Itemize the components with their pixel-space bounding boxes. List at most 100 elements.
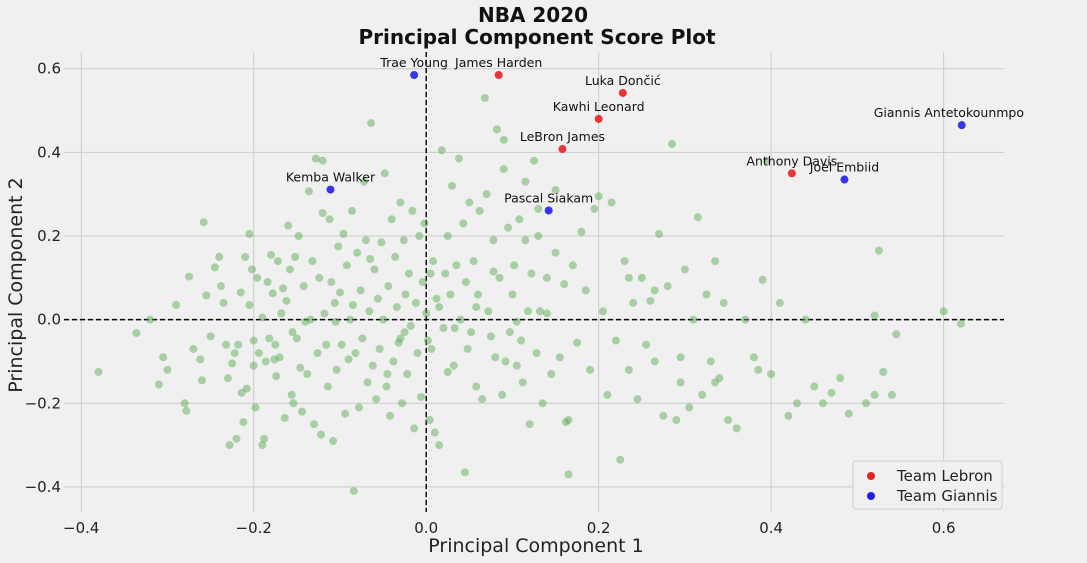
player-point [261,357,270,366]
highlighted-player-point [957,121,966,130]
player-point [223,374,232,383]
point-labels: James Harden Luka Dončić Kawhi Leonard LeBr… [286,55,1024,205]
player-point [426,269,435,278]
player-point [185,272,194,281]
player-point [818,399,827,408]
player-point [505,328,514,337]
player-point [676,378,685,387]
player-point [489,236,498,245]
player-point [517,336,526,345]
player-point [439,324,448,332]
player-point [189,344,198,353]
player-point [245,301,254,309]
player-point [423,336,432,345]
y-tick-label: −0.2 [25,394,61,412]
player-point [498,390,507,399]
player-point [521,177,530,186]
x-tick-label: 0.6 [932,519,956,537]
highlighted-player-point [787,169,796,178]
player-point [387,215,396,224]
player-point [219,298,228,307]
player-point [273,257,282,266]
player-point [277,309,286,318]
player-point [368,361,377,370]
player-point [437,146,446,155]
player-point [163,365,172,374]
player-point [330,298,339,307]
player-point [356,286,365,295]
player-point [288,328,297,337]
player-point [230,349,239,358]
highlighted-player-point [840,175,849,184]
player-point [706,357,715,366]
player-point [365,307,374,316]
player-point [629,298,638,307]
player-point [547,370,556,378]
player-point [568,261,577,270]
highlighted-player-point [594,114,603,123]
player-point [430,428,439,437]
player-point [465,198,474,207]
player-point [590,204,599,213]
y-tick-label: 0.6 [37,60,61,78]
highlighted-player-point [326,185,335,194]
y-tick-label: 0.0 [37,311,61,329]
player-point [344,355,353,364]
player-point [577,227,586,236]
player-point [685,403,694,412]
player-point [472,303,481,312]
x-tick-label: 0.4 [759,519,783,537]
player-point [435,441,444,450]
player-point [480,94,489,102]
player-point [741,315,750,324]
player-point [385,411,394,420]
player-point [711,257,720,266]
player-point [499,135,508,144]
player-point [392,303,401,312]
player-point [459,219,468,228]
player-point [724,416,733,424]
player-point [372,395,381,404]
player-point [484,307,493,316]
player-point [348,206,357,215]
player-point [245,229,254,238]
player-point [449,361,458,370]
player-point [396,334,405,343]
player-point [287,390,296,399]
player-point [375,344,384,353]
player-point [299,282,308,291]
player-point [473,290,482,299]
player-point [242,384,251,393]
player-point [456,315,465,324]
player-point [280,413,289,422]
player-point [266,250,275,259]
player-point [534,204,543,213]
player-point [380,169,389,178]
player-point [382,382,391,391]
player-point [379,315,388,324]
player-point [351,349,360,358]
player-point [304,187,313,196]
player-point [341,409,350,418]
player-point [463,344,472,353]
player-point [400,328,409,337]
legend-marker-team-giannis [867,492,875,500]
player-point [793,399,802,408]
player-point [308,257,317,266]
player-point [272,372,281,381]
player-point [320,309,329,318]
player-point [159,353,168,362]
player-point [749,353,758,362]
player-point [956,319,965,328]
player-point [594,192,603,201]
chart-title: NBA 2020 [478,3,588,27]
player-point [611,336,620,345]
reference-lines [64,52,1004,512]
player-point [521,236,530,245]
player-point [249,361,258,370]
player-name-label: James Harden [454,55,542,70]
player-point [637,273,646,282]
player-point [215,252,224,261]
player-point [383,370,392,378]
